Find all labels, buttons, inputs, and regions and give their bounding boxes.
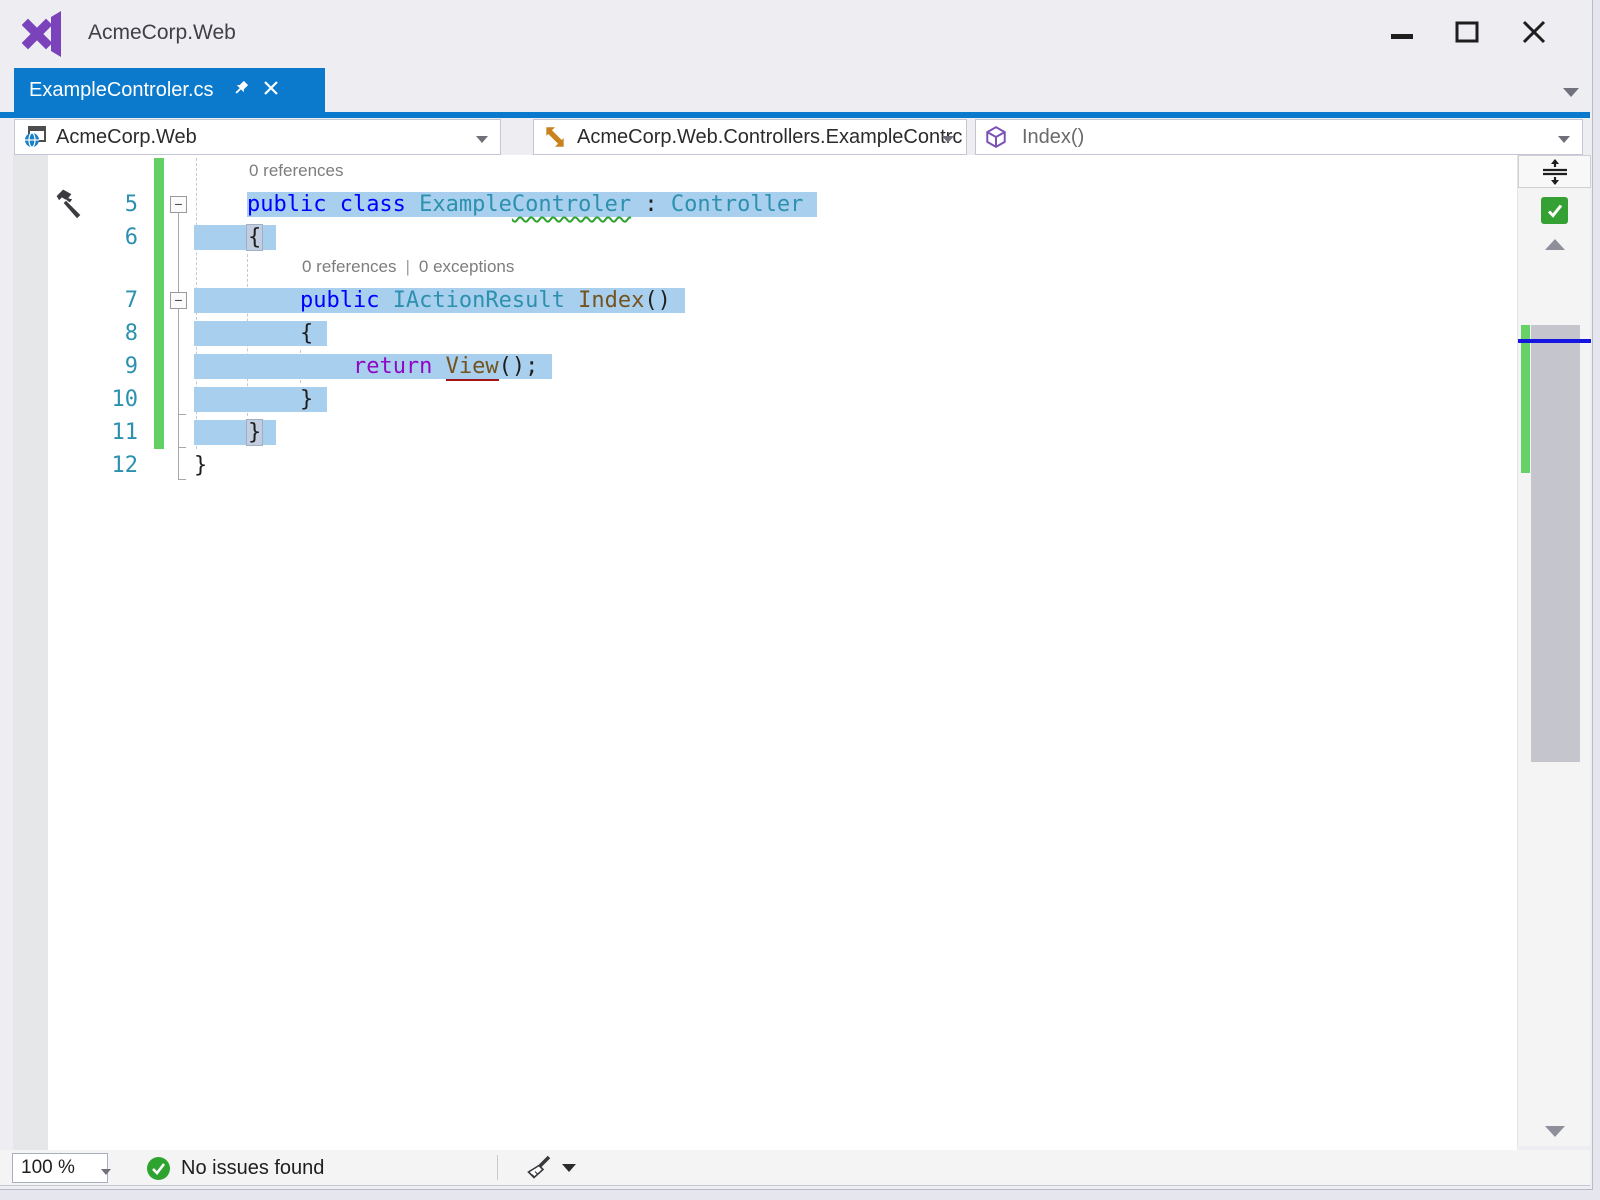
line-number: 10 bbox=[111, 387, 139, 412]
scroll-down-button[interactable] bbox=[1545, 1126, 1565, 1137]
code-line-11[interactable]: 11 } bbox=[48, 416, 1517, 449]
change-bar bbox=[154, 383, 164, 416]
chevron-down-icon bbox=[1558, 136, 1570, 143]
method-cube-icon bbox=[984, 125, 1008, 149]
code-line-7[interactable]: 7 public IActionResult Index() bbox=[48, 284, 1517, 317]
selection: public IActionResult Index() bbox=[194, 288, 685, 313]
tab-label: ExampleControler.cs bbox=[29, 78, 214, 101]
line-number: 12 bbox=[111, 453, 139, 478]
zoom-control[interactable]: 100 % bbox=[12, 1153, 111, 1183]
line-number: 5 bbox=[124, 192, 138, 217]
spell-squiggle: Controler bbox=[511, 192, 632, 217]
divider bbox=[497, 1155, 498, 1180]
broom-icon bbox=[527, 1155, 551, 1179]
project-dropdown[interactable]: AcmeCorp.Web bbox=[14, 119, 501, 155]
member-dropdown-label: Index() bbox=[1022, 125, 1085, 148]
scrollbar-caret-position bbox=[1518, 339, 1591, 343]
issues-indicator[interactable]: No issues found bbox=[146, 1150, 324, 1186]
visual-studio-logo bbox=[21, 10, 68, 63]
project-dropdown-label: AcmeCorp.Web bbox=[56, 125, 197, 148]
code-line-8[interactable]: 8 { bbox=[48, 317, 1517, 350]
change-bar bbox=[154, 254, 164, 284]
web-project-icon bbox=[23, 125, 47, 149]
fold-collapse-button[interactable]: − bbox=[170, 292, 187, 309]
line-number: 8 bbox=[124, 321, 138, 346]
selection: { bbox=[194, 224, 277, 251]
chevron-down-icon bbox=[101, 1169, 111, 1175]
line-number: 11 bbox=[111, 420, 139, 445]
zoom-level: 100 % bbox=[21, 1157, 75, 1178]
check-icon bbox=[1547, 204, 1562, 218]
document-health-indicator[interactable] bbox=[1541, 197, 1568, 224]
code-line-9[interactable]: 9 return View(); bbox=[48, 350, 1517, 383]
code-cleanup-button[interactable] bbox=[524, 1154, 576, 1182]
change-bar bbox=[154, 158, 164, 188]
code-line-5[interactable]: 5 public class ExampleControler : Contro… bbox=[48, 188, 1517, 221]
code-line-12[interactable]: 12 } bbox=[48, 449, 1517, 482]
outline-line bbox=[178, 213, 179, 292]
split-editor-icon bbox=[1542, 158, 1567, 185]
change-bar bbox=[154, 188, 164, 221]
minimize-button[interactable] bbox=[1379, 10, 1425, 54]
vertical-scrollbar[interactable] bbox=[1517, 155, 1591, 1146]
outline-tick bbox=[178, 414, 186, 415]
navigation-bar: AcmeCorp.Web AcmeCorp.Web.Controllers.Ex… bbox=[0, 118, 1590, 155]
scrollbar-change-marks bbox=[1521, 325, 1530, 473]
brace-match: } bbox=[245, 419, 264, 446]
chevron-down-icon bbox=[476, 136, 488, 143]
scroll-up-button[interactable] bbox=[1545, 239, 1565, 250]
window-title: AcmeCorp.Web bbox=[88, 21, 236, 44]
glyph-margin bbox=[13, 155, 48, 1150]
hammer-icon[interactable] bbox=[50, 186, 86, 227]
outline-tick bbox=[178, 447, 186, 448]
pin-icon[interactable] bbox=[231, 78, 251, 103]
issues-label: No issues found bbox=[181, 1156, 325, 1179]
title-bar: AcmeCorp.Web bbox=[0, 0, 1592, 68]
codelens-row: 0 references | 0 exceptions bbox=[48, 254, 1517, 284]
maximize-button[interactable] bbox=[1444, 10, 1490, 54]
selection: public class ExampleControler : Controll… bbox=[246, 192, 818, 217]
line-number: 7 bbox=[124, 288, 138, 313]
chevron-down-icon bbox=[562, 1164, 576, 1172]
code-editor[interactable]: − − 0 references 5 public class ExampleC… bbox=[13, 155, 1517, 1150]
line-number: 9 bbox=[124, 354, 138, 379]
class-icon bbox=[542, 124, 568, 150]
check-circle-icon bbox=[147, 1156, 170, 1180]
chevron-down-icon bbox=[942, 136, 954, 143]
error-underline: View bbox=[445, 354, 499, 381]
change-bar bbox=[154, 284, 164, 317]
change-bar bbox=[154, 221, 164, 254]
change-bar bbox=[154, 350, 164, 383]
selection: } bbox=[194, 419, 277, 446]
type-dropdown[interactable]: AcmeCorp.Web.Controllers.ExampleContrc bbox=[533, 119, 967, 155]
outline-tick bbox=[178, 479, 186, 480]
split-editor-button[interactable] bbox=[1518, 155, 1591, 188]
close-window-button[interactable] bbox=[1511, 10, 1557, 54]
change-bar bbox=[154, 416, 164, 449]
tab-list-dropdown-icon[interactable] bbox=[1563, 88, 1579, 97]
selection: { bbox=[194, 321, 328, 346]
tab-examplecontroler[interactable]: ExampleControler.cs bbox=[14, 68, 325, 112]
fold-collapse-button[interactable]: − bbox=[170, 196, 187, 213]
code-rows: 0 references 5 public class ExampleContr… bbox=[48, 158, 1517, 482]
outline-line bbox=[178, 309, 179, 479]
scrollbar-thumb[interactable] bbox=[1531, 325, 1580, 762]
editor-status-strip: 100 % No issues found bbox=[0, 1150, 1590, 1186]
member-dropdown[interactable]: Index() bbox=[975, 119, 1583, 155]
code-line-10[interactable]: 10 } bbox=[48, 383, 1517, 416]
close-icon[interactable] bbox=[263, 80, 279, 101]
tab-strip-border bbox=[0, 112, 1590, 118]
brace-match: { bbox=[245, 224, 264, 251]
codelens-row: 0 references bbox=[48, 158, 1517, 188]
code-line-6[interactable]: 6 { bbox=[48, 221, 1517, 254]
type-dropdown-label: AcmeCorp.Web.Controllers.ExampleContrc bbox=[577, 125, 963, 148]
line-number: 6 bbox=[124, 225, 138, 250]
codelens-references-link[interactable]: 0 references bbox=[249, 161, 344, 180]
change-bar bbox=[154, 317, 164, 350]
codelens-references-link[interactable]: 0 references | 0 exceptions bbox=[302, 257, 515, 276]
selection: return View(); bbox=[194, 354, 553, 381]
selection: } bbox=[194, 387, 328, 412]
